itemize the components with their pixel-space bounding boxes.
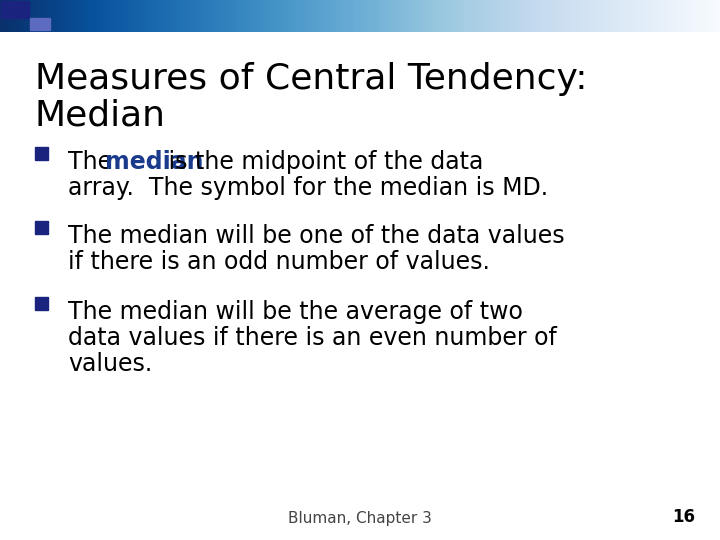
Text: array.  The symbol for the median is MD.: array. The symbol for the median is MD. [68, 176, 548, 200]
Bar [35, 297, 48, 310]
Bar [1, 1, 29, 18]
Bar [35, 147, 48, 160]
Text: The median will be the average of two: The median will be the average of two [68, 300, 523, 324]
Text: The median will be one of the data values: The median will be one of the data value… [68, 224, 564, 248]
Text: median: median [105, 150, 204, 174]
Bar [30, 18, 50, 30]
Text: is the midpoint of the data: is the midpoint of the data [161, 150, 483, 174]
Text: Bluman, Chapter 3: Bluman, Chapter 3 [288, 511, 432, 526]
Text: Measures of Central Tendency:: Measures of Central Tendency: [35, 62, 588, 96]
Text: 16: 16 [672, 508, 695, 526]
Text: values.: values. [68, 352, 152, 376]
Text: The: The [68, 150, 120, 174]
Bar [35, 221, 48, 234]
Text: if there is an odd number of values.: if there is an odd number of values. [68, 250, 490, 274]
Text: data values if there is an even number of: data values if there is an even number o… [68, 326, 557, 350]
Text: Median: Median [35, 98, 166, 132]
